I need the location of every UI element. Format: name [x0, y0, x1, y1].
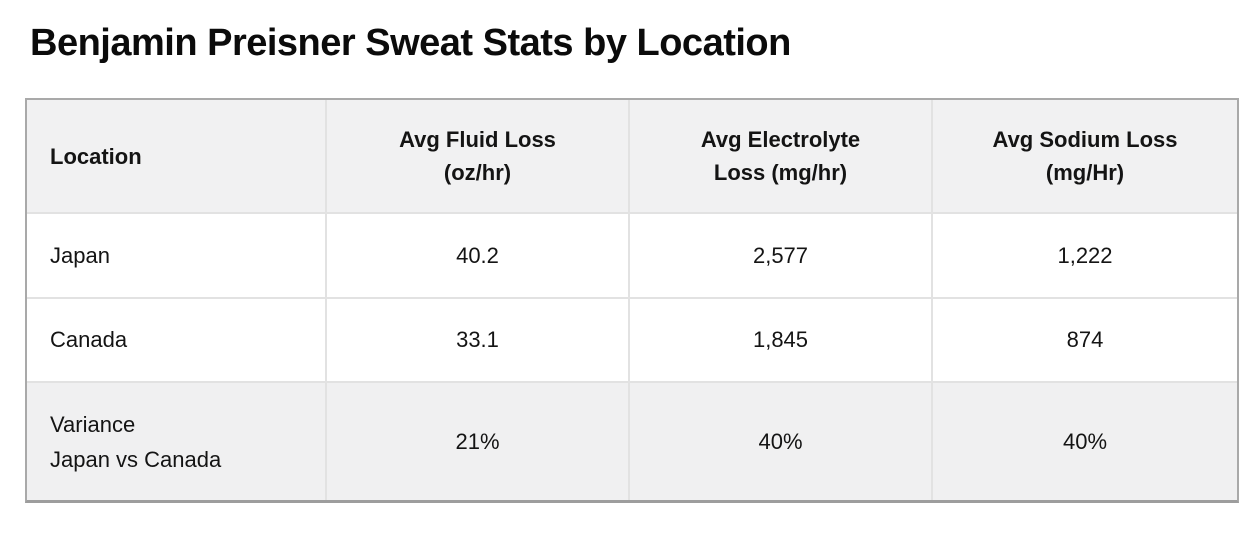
cell-japan-sodium-loss: 1,222	[933, 214, 1237, 299]
cell-japan-location: Japan	[27, 214, 327, 299]
header-label-avg-electrolyte-loss-line1: Avg Electrolyte	[700, 127, 861, 152]
cell-variance-electrolyte-loss: 40%	[630, 383, 933, 500]
header-label-avg-electrolyte-loss-line2: Loss (mg/hr)	[713, 160, 848, 185]
sweat-stats-table: Location Avg Fluid Loss (oz/hr) Avg Elec…	[25, 98, 1239, 503]
header-cell-avg-fluid-loss: Avg Fluid Loss (oz/hr)	[327, 100, 630, 214]
header-label-avg-sodium-loss-line2: (mg/Hr)	[1045, 160, 1125, 185]
header-cell-avg-sodium-loss: Avg Sodium Loss (mg/Hr)	[933, 100, 1237, 214]
header-label-location: Location	[50, 143, 142, 169]
table-row-variance: Variance Japan vs Canada 21% 40% 40%	[27, 383, 1237, 500]
cell-japan-electrolyte-loss: 2,577	[630, 214, 933, 299]
cell-canada-sodium-loss: 874	[933, 299, 1237, 383]
cell-japan-fluid-loss: 40.2	[327, 214, 630, 299]
header-label-avg-fluid-loss-line1: Avg Fluid Loss	[399, 127, 556, 152]
row-label-variance-line1: Variance	[50, 411, 136, 437]
row-label-canada: Canada	[50, 327, 128, 352]
cell-variance-location: Variance Japan vs Canada	[27, 383, 327, 500]
header-cell-avg-electrolyte-loss: Avg Electrolyte Loss (mg/hr)	[630, 100, 933, 214]
cell-canada-location: Canada	[27, 299, 327, 383]
cell-variance-fluid-loss: 21%	[327, 383, 630, 500]
header-cell-location: Location	[27, 100, 327, 214]
cell-canada-fluid-loss: 33.1	[327, 299, 630, 383]
table-row-japan: Japan 40.2 2,577 1,222	[27, 214, 1237, 299]
header-row: Location Avg Fluid Loss (oz/hr) Avg Elec…	[27, 100, 1237, 214]
header-label-avg-sodium-loss-line1: Avg Sodium Loss	[992, 127, 1178, 152]
row-label-japan: Japan	[50, 242, 110, 268]
row-label-variance-line2: Japan vs Canada	[50, 446, 222, 472]
page-title: Benjamin Preisner Sweat Stats by Locatio…	[30, 22, 791, 64]
header-label-avg-fluid-loss-line2: (oz/hr)	[443, 160, 512, 185]
cell-variance-sodium-loss: 40%	[933, 383, 1237, 500]
cell-canada-electrolyte-loss: 1,845	[630, 299, 933, 383]
table-row-canada: Canada 33.1 1,845 874	[27, 299, 1237, 383]
